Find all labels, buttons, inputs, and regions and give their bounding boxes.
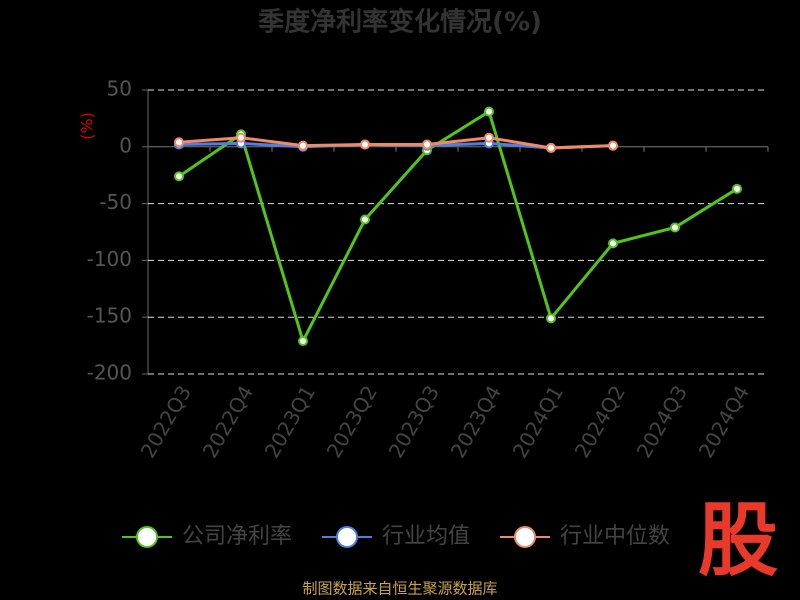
x-tick-label: 2022Q3 [136,381,196,462]
legend-marker [514,526,536,548]
x-tick-label: 2024Q4 [694,381,754,462]
point [298,336,308,347]
legend-label: 行业均值 [382,524,470,549]
x-tick-label: 2022Q4 [198,381,258,462]
point [608,238,618,249]
point [484,106,494,117]
x-tick-label: 2024Q1 [508,381,568,462]
y-tick-label: -50 [99,190,132,214]
point [236,132,246,143]
y-tick-label: -200 [87,361,132,385]
x-tick-label: 2023Q2 [322,381,382,462]
y-tick-label: -100 [87,247,132,271]
x-tick-label: 2023Q4 [446,381,506,462]
series-line [178,109,738,346]
point [360,139,370,150]
chart-title: 季度净利率变化情况(%) [258,7,542,38]
legend-label: 公司净利率 [182,524,292,549]
point [484,132,494,143]
legend-marker [136,526,158,548]
legend-label: 行业中位数 [560,524,670,549]
y-tick-label: 50 [107,77,132,101]
point [174,137,184,148]
point [546,142,556,153]
point [422,139,432,150]
x-tick-label: 2023Q3 [384,381,444,462]
source-note: 制图数据来自恒生聚源数据库 [302,580,497,598]
y-axis-label: (%) [78,112,97,140]
point [670,222,680,233]
x-tick-label: 2024Q2 [570,381,630,462]
point [732,183,742,194]
logo: 股 [698,494,778,587]
y-tick-label: 0 [119,133,132,157]
y-tick-label: -150 [87,304,132,328]
point [298,140,308,151]
point [546,313,556,324]
point [608,140,618,151]
point [174,171,184,182]
point [360,214,370,225]
x-tick-label: 2024Q3 [632,381,692,462]
series-line [178,136,614,150]
x-tick-label: 2023Q1 [260,381,320,462]
legend-marker [336,526,358,548]
